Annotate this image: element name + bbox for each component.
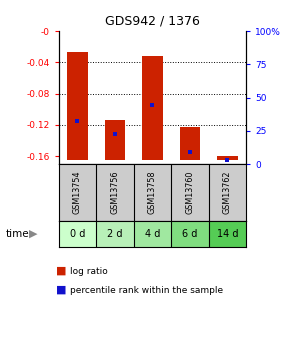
Bar [96,221,134,247]
Bar [59,221,96,247]
Text: percentile rank within the sample: percentile rank within the sample [70,286,224,295]
Text: log ratio: log ratio [70,267,108,276]
Text: ▶: ▶ [29,229,38,239]
Text: GDS942 / 1376: GDS942 / 1376 [105,14,200,27]
Text: 4 d: 4 d [145,229,160,239]
Text: time: time [6,229,30,239]
Text: GSM13756: GSM13756 [110,171,119,214]
Bar [142,56,163,160]
Text: GSM13754: GSM13754 [73,171,82,214]
Text: 2 d: 2 d [107,229,122,239]
Text: GSM13762: GSM13762 [223,171,232,214]
Bar [209,221,246,247]
Text: ■: ■ [56,266,66,276]
Text: GSM13758: GSM13758 [148,171,157,214]
Text: 0 d: 0 d [70,229,85,239]
Bar [67,52,88,160]
Bar [134,221,171,247]
Text: 14 d: 14 d [217,229,238,239]
Text: ■: ■ [56,285,66,295]
Bar [217,156,238,160]
Text: GSM13760: GSM13760 [185,171,194,214]
Bar [105,119,125,160]
Bar [180,127,200,160]
Bar [171,221,209,247]
Text: 6 d: 6 d [182,229,197,239]
